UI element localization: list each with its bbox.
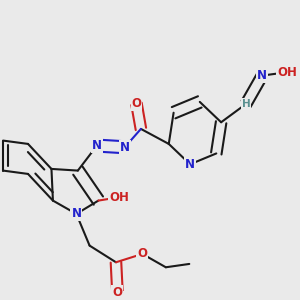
Text: OH: OH bbox=[277, 66, 297, 79]
Text: N: N bbox=[120, 141, 130, 154]
Text: N: N bbox=[71, 207, 81, 220]
Text: N: N bbox=[185, 158, 195, 171]
Text: OH: OH bbox=[109, 191, 129, 204]
Text: O: O bbox=[112, 286, 122, 299]
Text: O: O bbox=[137, 248, 147, 260]
Text: H: H bbox=[242, 99, 250, 109]
Text: O: O bbox=[131, 98, 142, 110]
Text: N: N bbox=[257, 69, 267, 82]
Text: N: N bbox=[92, 139, 102, 152]
